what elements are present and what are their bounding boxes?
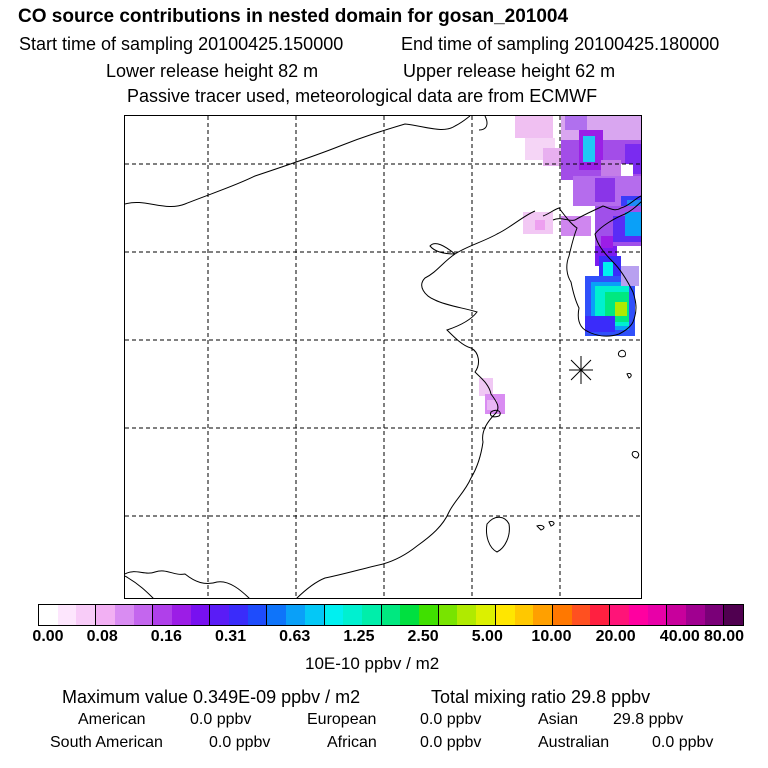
colorbar-swatch (133, 605, 154, 625)
colorbar-swatch (667, 605, 686, 625)
region-value: 0.0 ppbv (209, 734, 271, 751)
map-canvas (125, 116, 641, 598)
region-label: African (327, 734, 377, 751)
colorbar-swatch (229, 605, 248, 625)
colorbar-tick-label: 1.25 (343, 628, 375, 645)
colorbar-swatch (552, 605, 572, 625)
colorbar-swatch (419, 605, 439, 625)
map-panel (124, 115, 642, 599)
receptor-marker (569, 356, 593, 384)
colorbar-swatch (685, 605, 705, 625)
colorbar-swatch (210, 605, 230, 625)
colorbar-swatch (514, 605, 534, 625)
colorbar-swatch (76, 605, 97, 625)
chart-title: CO source contributions in nested domain… (18, 6, 569, 27)
upper-height-label: Upper release height 62 m (403, 61, 616, 81)
tracer-note: Passive tracer used, meteorological data… (127, 86, 598, 106)
start-time-label: Start time of sampling 20100425.150000 (19, 34, 344, 54)
region-label: South American (50, 734, 163, 751)
colorbar-swatch (171, 605, 191, 625)
colorbar-swatch (476, 605, 496, 625)
colorbar-tick-label: 0.00 (32, 628, 64, 645)
lower-height-label: Lower release height 82 m (106, 61, 319, 81)
colorbar-swatch (724, 605, 744, 625)
colorbar-swatch (533, 605, 553, 625)
colorbar-swatch (286, 605, 305, 625)
max-value-label: Maximum value 0.349E-09 ppbv / m2 (62, 687, 361, 707)
colorbar-tick-label: 5.00 (471, 628, 503, 645)
region-label: Australian (538, 734, 610, 751)
colorbar-swatch (190, 605, 211, 625)
colorbar-swatch (114, 605, 134, 625)
colorbar-tick-label: 0.31 (214, 628, 247, 645)
end-time-label: End time of sampling 20100425.180000 (401, 34, 720, 54)
colorbar-tick-label: 0.08 (86, 628, 118, 645)
colorbar-swatch (590, 605, 611, 625)
region-value: 0.0 ppbv (652, 734, 714, 751)
region-value: 0.0 ppbv (420, 711, 482, 728)
region-label: Asian (538, 711, 579, 728)
colorbar-unit: 10E-10 ppbv / m2 (305, 654, 440, 673)
colorbar-swatch (39, 605, 58, 625)
colorbar-swatch (57, 605, 77, 625)
colorbar-swatch (457, 605, 477, 625)
colorbar-swatch (267, 605, 287, 625)
colorbar-swatch (438, 605, 458, 625)
colorbar-swatch (495, 605, 515, 625)
colorbar-tick-label: 0.63 (279, 628, 311, 645)
colorbar-swatch (704, 605, 725, 625)
colorbar-tick-label: 2.50 (407, 628, 439, 645)
islands (486, 349, 640, 553)
colorbar-swatch (400, 605, 420, 625)
colorbar-swatch (381, 605, 401, 625)
colorbar-swatch (571, 605, 591, 625)
colorbar-swatch (153, 605, 172, 625)
concentration-plume (479, 116, 641, 414)
colorbar-tick-label: 80.00 (703, 628, 745, 645)
colorbar-swatch (628, 605, 648, 625)
colorbar-tick-label: 40.00 (659, 628, 700, 645)
region-value: 29.8 ppbv (613, 711, 684, 728)
colorbar-tick-label: 20.00 (595, 628, 636, 645)
total-mixing-label: Total mixing ratio 29.8 ppbv (431, 687, 651, 707)
colorbar-swatch (247, 605, 268, 625)
colorbar-swatch (343, 605, 362, 625)
coastlines (125, 116, 641, 598)
colorbar-swatch (610, 605, 629, 625)
region-label: European (307, 711, 377, 728)
graticule (125, 116, 641, 598)
region-value: 0.0 ppbv (190, 711, 252, 728)
colorbar-tick-label: 10.00 (531, 628, 572, 645)
region-label: American (78, 711, 146, 728)
colorbar-tick-label: 0.16 (150, 628, 182, 645)
colorbar-swatch (361, 605, 382, 625)
colorbar-swatch (304, 605, 325, 625)
colorbar (38, 604, 744, 626)
region-value: 0.0 ppbv (420, 734, 482, 751)
colorbar-swatch (324, 605, 344, 625)
colorbar-swatch (647, 605, 668, 625)
colorbar-swatch (96, 605, 115, 625)
